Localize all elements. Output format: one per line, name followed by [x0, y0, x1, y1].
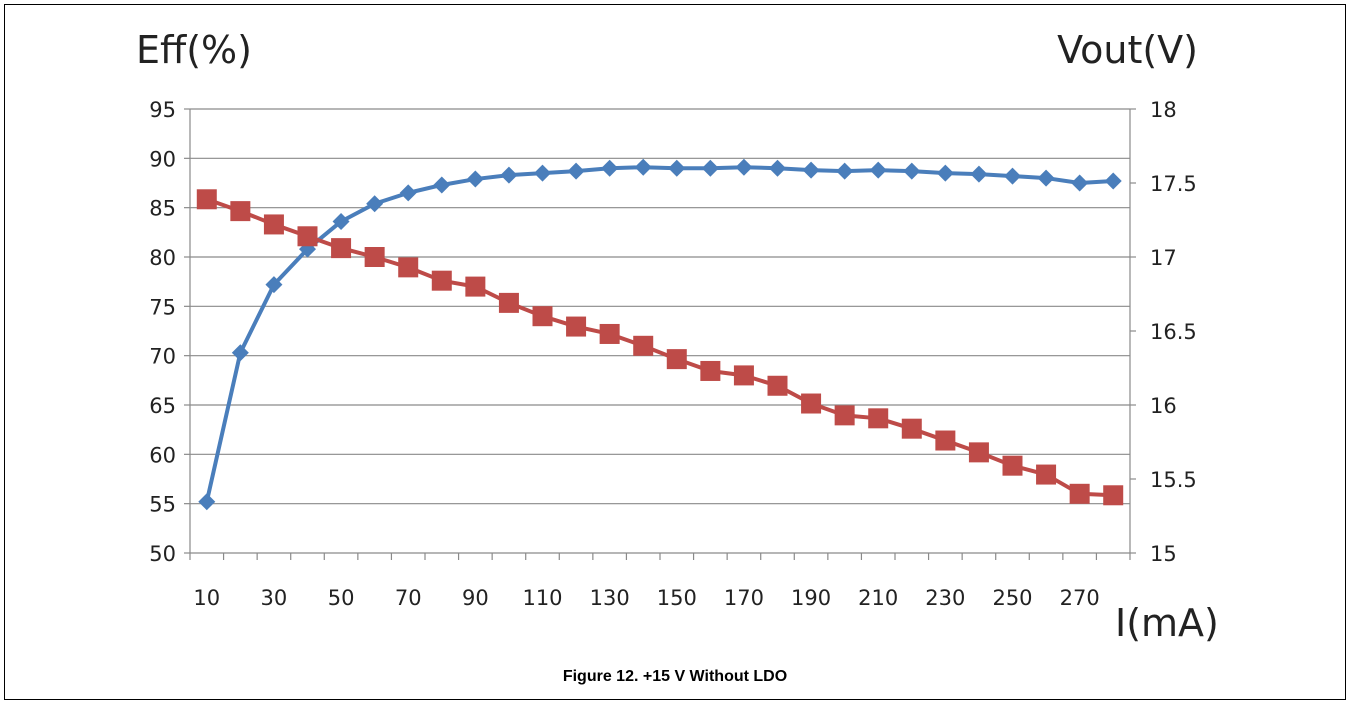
data-point: [903, 162, 921, 180]
left-axis-title: Eff(%): [136, 28, 252, 72]
right-tick-label: 16: [1150, 394, 1177, 418]
data-point: [366, 195, 384, 213]
data-point: [332, 212, 350, 230]
data-point: [968, 442, 989, 463]
data-point: [970, 165, 988, 183]
data-point: [767, 375, 788, 396]
series-2: [196, 189, 1124, 506]
x-tick-label: 150: [657, 586, 697, 610]
x-tick-label: 90: [462, 586, 489, 610]
left-tick-label: 85: [149, 197, 176, 221]
left-tick-label: 70: [149, 345, 176, 369]
data-point: [869, 161, 887, 179]
data-point: [567, 162, 585, 180]
data-point: [364, 247, 385, 267]
right-tick-label: 15.5: [1150, 468, 1197, 492]
data-point: [230, 201, 251, 222]
data-point: [1069, 483, 1090, 504]
x-tick-label: 210: [858, 586, 898, 610]
left-tick-label: 60: [149, 443, 176, 467]
data-point: [1037, 169, 1055, 187]
right-tick-label: 16.5: [1150, 320, 1197, 344]
x-tick-label: 190: [791, 586, 831, 610]
right-tick-label: 17.5: [1150, 172, 1197, 196]
data-point: [700, 360, 721, 381]
data-point: [634, 158, 652, 176]
x-tick-label: 250: [992, 586, 1032, 610]
axes: [184, 108, 1136, 560]
left-tick-label: 80: [149, 246, 176, 270]
left-tick-label: 90: [149, 147, 176, 171]
data-point: [196, 189, 217, 210]
data-point: [701, 159, 719, 177]
data-point: [834, 405, 855, 426]
data-point: [431, 270, 452, 291]
data-point: [936, 164, 954, 182]
x-tick-label: 230: [925, 586, 965, 610]
data-point: [433, 176, 451, 194]
x-tick-label: 70: [395, 586, 422, 610]
left-tick-label: 50: [149, 542, 176, 566]
data-point: [633, 335, 654, 356]
data-point: [398, 257, 419, 278]
data-point: [836, 162, 854, 180]
data-point: [1071, 174, 1089, 192]
data-point: [599, 323, 620, 344]
data-point: [601, 159, 619, 177]
x-tick-label: 10: [193, 586, 220, 610]
data-point: [500, 166, 518, 184]
x-tick-label: 130: [590, 586, 630, 610]
x-tick-label: 110: [522, 586, 562, 610]
data-point: [666, 349, 687, 370]
right-tick-label: 18: [1150, 98, 1177, 122]
series-line: [204, 165, 1114, 503]
x-tick-label: 170: [724, 586, 764, 610]
tick-labels: 50 55 60 65 70 75 80 85 90 95 15 15.5 16 16.5 17 17.5 18…: [149, 98, 1197, 610]
series-layer: [196, 158, 1124, 511]
figure-caption: Figure 12. +15 V Without LDO: [562, 668, 788, 685]
data-point: [566, 316, 587, 337]
data-point: [935, 430, 956, 451]
data-point: [498, 292, 519, 313]
data-point: [1004, 167, 1021, 185]
series-1: [198, 158, 1122, 511]
data-point: [733, 365, 754, 386]
data-point: [801, 393, 822, 414]
data-point: [868, 408, 889, 429]
data-point: [735, 158, 753, 176]
data-point: [802, 161, 820, 179]
data-point: [1104, 172, 1122, 190]
left-tick-label: 75: [149, 295, 176, 319]
right-axis-title: Vout(V): [1057, 28, 1198, 72]
left-tick-label: 55: [149, 493, 176, 517]
data-point: [265, 276, 283, 294]
data-point: [1103, 485, 1124, 506]
data-point: [297, 226, 318, 247]
data-point: [466, 170, 484, 188]
data-point: [331, 238, 352, 259]
right-tick-label: 15: [1150, 542, 1177, 566]
left-tick-label: 65: [149, 394, 176, 418]
data-point: [769, 159, 786, 177]
data-point: [1002, 455, 1023, 476]
x-tick-label: 30: [261, 586, 288, 610]
left-tick-label: 95: [149, 98, 176, 122]
gridlines: [190, 108, 1130, 505]
data-point: [263, 214, 284, 235]
data-point: [534, 164, 551, 182]
x-axis-title: I(mA): [1115, 601, 1219, 645]
data-point: [668, 159, 686, 177]
x-tick-label: 270: [1060, 586, 1100, 610]
data-point: [901, 418, 922, 439]
data-point: [1036, 464, 1057, 485]
data-point: [399, 184, 417, 202]
right-tick-label: 17: [1150, 246, 1177, 270]
series-line: [206, 197, 1114, 498]
data-point: [532, 306, 553, 327]
data-point: [198, 493, 216, 511]
data-point: [465, 276, 486, 297]
x-tick-label: 50: [328, 586, 355, 610]
data-point: [231, 344, 249, 362]
